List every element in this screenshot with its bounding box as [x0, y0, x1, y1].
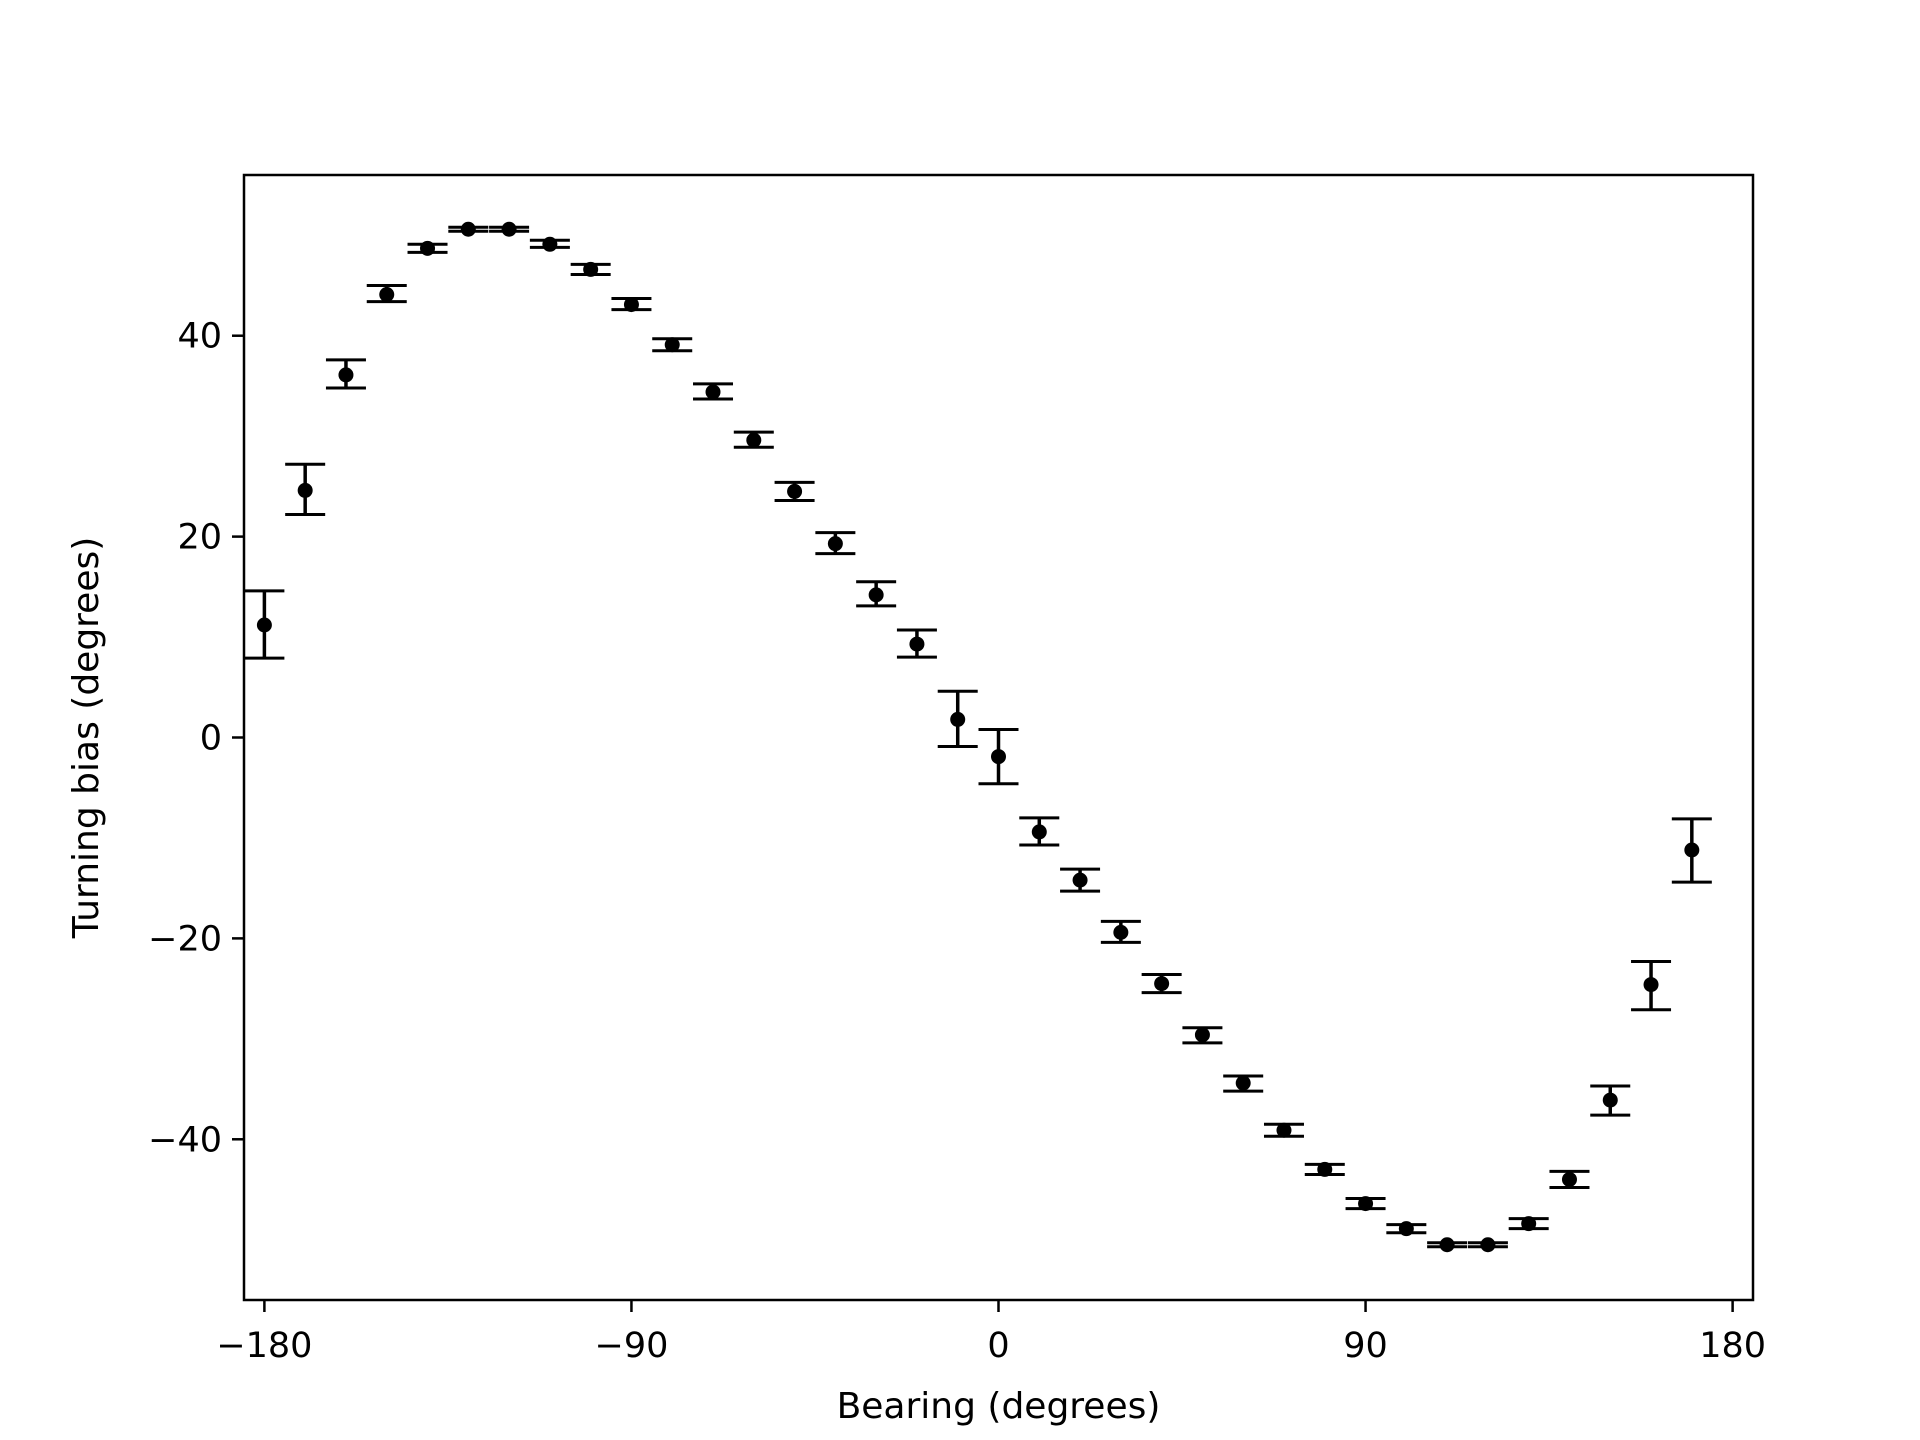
data-point — [909, 636, 925, 652]
data-point — [746, 432, 762, 448]
data-point — [1235, 1075, 1251, 1091]
data-point — [460, 221, 476, 237]
data-point — [501, 221, 517, 237]
data-point — [297, 482, 313, 498]
data-point — [950, 711, 966, 727]
data-point — [827, 536, 843, 552]
data-point — [1072, 872, 1088, 888]
data-marks — [244, 221, 1712, 1253]
data-point — [1358, 1196, 1374, 1212]
data-point — [1684, 842, 1700, 858]
y-tick-label: 20 — [177, 518, 222, 558]
y-tick-label: −40 — [148, 1120, 222, 1160]
x-tick-label: −180 — [216, 1326, 312, 1366]
data-point — [542, 236, 558, 252]
data-point — [868, 587, 884, 603]
x-tick-label: −90 — [595, 1326, 669, 1366]
y-tick-label: 40 — [177, 317, 222, 357]
y-axis-label: Turning bias (degrees) — [66, 537, 107, 940]
data-point — [1317, 1161, 1333, 1177]
x-tick-label: 90 — [1343, 1326, 1388, 1366]
data-point — [1398, 1221, 1414, 1237]
y-tick-label: 0 — [200, 719, 222, 759]
data-point — [1521, 1216, 1537, 1232]
x-tick-label: 180 — [1699, 1326, 1766, 1366]
data-point — [787, 483, 803, 499]
data-point — [991, 749, 1006, 765]
x-tick-label: 0 — [987, 1326, 1009, 1366]
data-point — [379, 287, 395, 303]
data-point — [1561, 1171, 1577, 1187]
data-point — [1031, 824, 1047, 840]
data-point — [1194, 1027, 1210, 1043]
y-tick-label: −20 — [148, 919, 222, 959]
data-point — [583, 261, 599, 277]
y-axis: −40 −20 0 20 40 — [148, 317, 244, 1160]
data-point — [623, 297, 639, 313]
data-point — [1276, 1122, 1292, 1138]
data-point — [1602, 1092, 1618, 1108]
data-point — [1113, 924, 1129, 940]
data-point — [338, 367, 354, 383]
data-point — [1480, 1237, 1496, 1253]
data-point — [1643, 977, 1659, 993]
data-point — [256, 617, 272, 633]
x-axis-label: Bearing (degrees) — [837, 1386, 1161, 1427]
data-point — [420, 240, 436, 256]
data-point — [705, 384, 721, 400]
data-point — [664, 337, 680, 353]
data-point — [1439, 1237, 1455, 1253]
data-point — [1154, 976, 1170, 992]
x-axis: −180 −90 0 90 180 — [216, 1300, 1766, 1366]
